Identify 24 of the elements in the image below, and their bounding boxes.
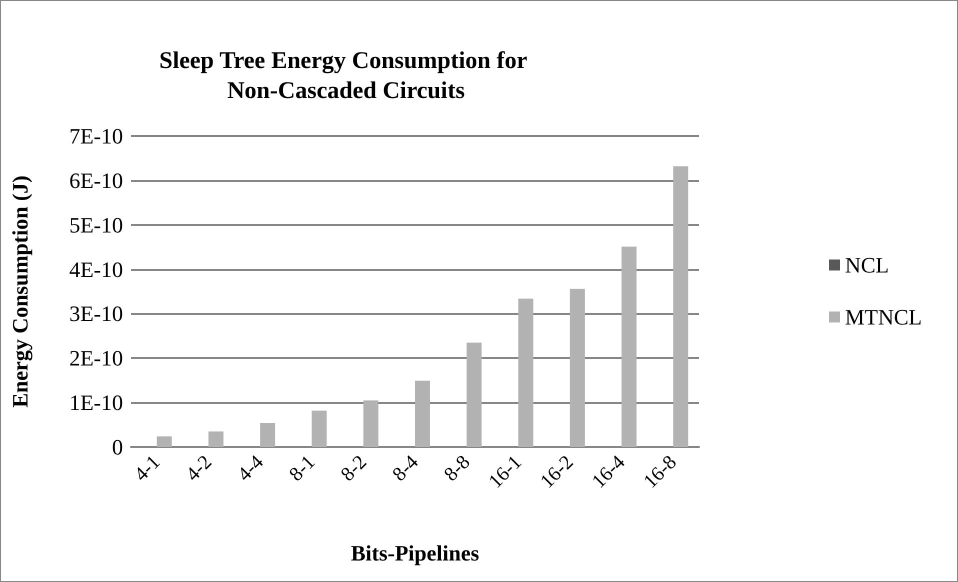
y-axis-title: Energy Consumption (J)	[8, 175, 32, 408]
legend-label: NCL	[845, 252, 889, 278]
legend-label: MTNCL	[845, 304, 922, 330]
x-tick-label: 8-4	[388, 451, 423, 486]
y-tick-label: 6E-10	[69, 168, 123, 193]
chart-title: Sleep Tree Energy Consumption for Non-Cascaded Circuits	[159, 48, 533, 104]
x-tick-label: 8-2	[336, 451, 372, 486]
x-tick-label: 16-1	[484, 451, 526, 493]
x-tick-label: 8-1	[285, 451, 320, 486]
x-tick-label: 16-4	[588, 451, 630, 493]
y-tick-label: 5E-10	[69, 212, 123, 238]
x-tick-label: 4-1	[130, 451, 165, 486]
x-tick-label: 4-4	[233, 451, 268, 486]
x-tick-label: 4-2	[182, 451, 216, 486]
y-tick-label: 1E-10	[69, 390, 123, 416]
y-tick-label: 2E-10	[69, 346, 123, 371]
x-tick-label: 16-8	[639, 451, 681, 493]
x-tick-label: 16-2	[536, 451, 578, 493]
y-tick-label: 7E-10	[69, 124, 123, 148]
x-axis-title: Bits-Pipelines	[350, 540, 480, 566]
x-tick-label: 8-8	[440, 451, 474, 486]
y-tick-label: 4E-10	[69, 256, 123, 282]
y-tick-label: 0	[112, 434, 123, 460]
y-tick-label: 3E-10	[69, 301, 123, 326]
